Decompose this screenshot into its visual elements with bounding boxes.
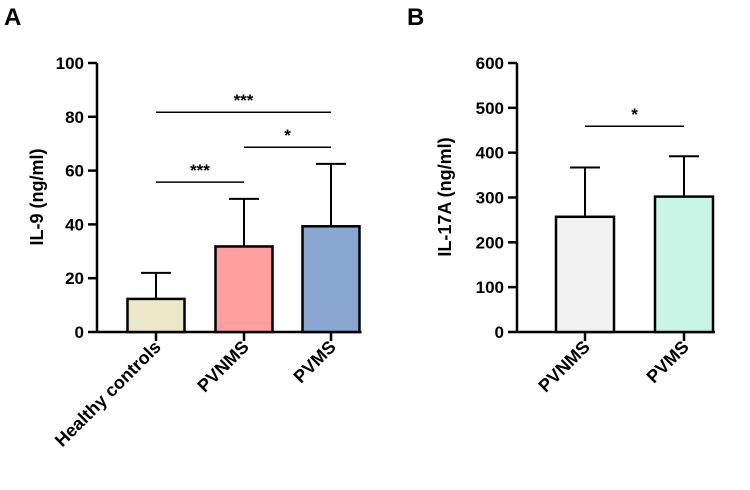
x-tick-label: PVMS: [643, 337, 693, 387]
x-tick-label: Healthy controls: [51, 337, 165, 451]
y-tick-label: 60: [65, 162, 84, 181]
significance-label: ***: [190, 161, 210, 180]
y-tick-label: 100: [476, 278, 504, 297]
x-tick-label: PVNMS: [193, 337, 252, 396]
y-tick-label: 80: [65, 108, 84, 127]
bar-pvms: [653, 195, 715, 334]
significance-label: ***: [234, 91, 254, 110]
significance-label: *: [631, 105, 638, 124]
y-axis-label-a: IL-9 (ng/ml): [27, 149, 47, 246]
bar-pvnms: [554, 215, 616, 334]
significance-label: *: [284, 126, 291, 145]
y-tick-label: 20: [65, 269, 84, 288]
y-tick-label: 500: [476, 99, 504, 118]
bar-pvms: [301, 225, 361, 334]
bar-healthy-controls: [126, 297, 186, 334]
y-tick-label: 0: [75, 323, 84, 342]
y-axis-label-b: IL-17A (ng/ml): [435, 137, 455, 256]
y-tick-label: 600: [476, 54, 504, 73]
x-tick-label: PVMS: [290, 337, 340, 387]
x-tick-label: PVNMS: [534, 337, 593, 396]
chart-panel-b: 0 100 200 300 400 500 600 PVNMS PVMS *: [476, 54, 715, 396]
y-tick-label: 40: [65, 215, 84, 234]
y-tick-label: 0: [495, 323, 504, 342]
bar-pvnms: [214, 245, 274, 334]
y-tick-label: 100: [56, 54, 84, 73]
panel-label-a: A: [4, 4, 21, 31]
y-tick-label: 400: [476, 144, 504, 163]
y-tick-label: 300: [476, 189, 504, 208]
y-tick-label: 200: [476, 233, 504, 252]
panel-label-b: B: [407, 4, 424, 31]
